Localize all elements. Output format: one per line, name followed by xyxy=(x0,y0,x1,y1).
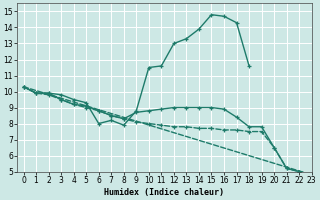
X-axis label: Humidex (Indice chaleur): Humidex (Indice chaleur) xyxy=(105,188,225,197)
